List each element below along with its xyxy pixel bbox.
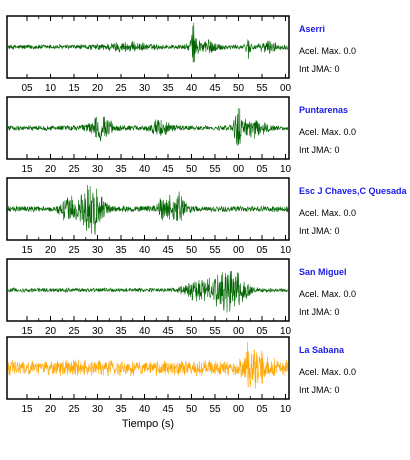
x-tick-label: 05 [256, 164, 268, 175]
x-tick-label: 15 [68, 83, 80, 94]
x-tick-label: 00 [233, 164, 245, 175]
panel-2: 15 20 25 30 35 40 45 50 55 00 05 10 Esc J Chaves,C Q… [6, 177, 408, 256]
x-tick-label: 40 [139, 326, 151, 337]
int-jma-label: Int JMA: 0 [299, 226, 340, 236]
x-tick-label: 55 [209, 404, 221, 415]
x-tick-label: 35 [162, 83, 174, 94]
x-tick-label: 05 [256, 404, 268, 415]
int-jma-label: Int JMA: 0 [299, 64, 340, 74]
seismogram-panels: 05 10 15 20 25 30 35 40 45 50 55 00 Aserri Acel. Max.… [6, 15, 408, 415]
x-tick-label: 35 [115, 245, 127, 256]
x-tick-label: 15 [21, 404, 33, 415]
x-tick-label: 30 [92, 404, 104, 415]
x-tick-label: 45 [162, 326, 174, 337]
x-tick-label: 55 [209, 164, 221, 175]
panel-frame [6, 258, 290, 322]
x-tick-label: 20 [45, 404, 57, 415]
x-tick-label: 40 [139, 404, 151, 415]
station-name: Esc J Chaves,C Quesada [299, 186, 408, 196]
x-axis-title: Tiempo (s) [122, 418, 174, 430]
acel-max-label: Acel. Max. 0.0 [299, 208, 356, 218]
waveform-3 [7, 270, 289, 313]
acel-max-label: Acel. Max. 0.0 [299, 46, 356, 56]
panel-frame [6, 15, 290, 79]
x-tick-label: 45 [162, 164, 174, 175]
x-tick-label: 15 [21, 164, 33, 175]
x-tick-label: 05 [256, 245, 268, 256]
x-tick-label: 30 [92, 245, 104, 256]
x-tick-label: 20 [45, 164, 57, 175]
x-tick-label: 30 [139, 83, 151, 94]
x-tick-label: 50 [186, 245, 198, 256]
int-jma-label: Int JMA: 0 [299, 307, 340, 317]
x-tick-label: 15 [21, 326, 33, 337]
x-tick-label: 50 [186, 326, 198, 337]
x-tick-label: 55 [256, 83, 268, 94]
x-tick-label: 20 [92, 83, 104, 94]
acel-max-label: Acel. Max. 0.0 [299, 289, 356, 299]
x-tick-label: 40 [186, 83, 198, 94]
int-jma-label: Int JMA: 0 [299, 145, 340, 155]
x-tick-label: 10 [280, 326, 292, 337]
waveform-1 [7, 108, 289, 146]
x-tick-label: 00 [233, 404, 245, 415]
x-tick-label: 55 [209, 326, 221, 337]
station-name: La Sabana [299, 345, 345, 355]
x-tick-label: 30 [92, 326, 104, 337]
x-tick-label: 10 [280, 404, 292, 415]
station-name: Puntarenas [299, 105, 348, 115]
waveform-0 [7, 22, 289, 63]
x-tick-label: 10 [280, 245, 292, 256]
x-tick-label: 25 [68, 164, 80, 175]
panel-1: 15 20 25 30 35 40 45 50 55 00 05 10 Puntarenas Acel. … [6, 96, 356, 175]
int-jma-label: Int JMA: 0 [299, 385, 340, 395]
x-tick-label: 55 [209, 245, 221, 256]
x-tick-label: 05 [256, 326, 268, 337]
x-tick-label: 45 [209, 83, 221, 94]
panel-4: 15 20 25 30 35 40 45 50 55 00 05 10 La Sabana Acel. M… [6, 336, 356, 415]
x-tick-label: 45 [162, 245, 174, 256]
x-tick-label: 50 [186, 164, 198, 175]
x-tick-label: 35 [115, 164, 127, 175]
x-tick-label: 25 [115, 83, 127, 94]
x-tick-label: 40 [139, 164, 151, 175]
x-tick-label: 20 [45, 245, 57, 256]
x-tick-label: 15 [21, 245, 33, 256]
x-tick-label: 05 [21, 83, 33, 94]
acel-max-label: Acel. Max. 0.0 [299, 127, 356, 137]
x-tick-label: 00 [280, 83, 292, 94]
x-tick-label: 45 [162, 404, 174, 415]
station-name: Aserri [299, 24, 325, 34]
panel-frame [6, 336, 290, 400]
x-tick-label: 30 [92, 164, 104, 175]
x-tick-label: 25 [68, 245, 80, 256]
panel-0: 05 10 15 20 25 30 35 40 45 50 55 00 Aserri Acel. Max.… [6, 15, 356, 94]
x-tick-label: 00 [233, 245, 245, 256]
panel-3: 15 20 25 30 35 40 45 50 55 00 05 10 San Miguel Acel. … [6, 258, 356, 337]
panel-frame [6, 96, 290, 160]
x-tick-label: 10 [45, 83, 57, 94]
x-tick-label: 10 [280, 164, 292, 175]
x-tick-label: 35 [115, 326, 127, 337]
x-tick-label: 25 [68, 404, 80, 415]
x-tick-label: 50 [233, 83, 245, 94]
waveform-2 [7, 185, 289, 235]
x-tick-label: 35 [115, 404, 127, 415]
x-tick-label: 25 [68, 326, 80, 337]
station-name: San Miguel [299, 267, 347, 277]
x-tick-label: 40 [139, 245, 151, 256]
acel-max-label: Acel. Max. 0.0 [299, 367, 356, 377]
x-tick-label: 50 [186, 404, 198, 415]
x-tick-label: 00 [233, 326, 245, 337]
waveform-4 [7, 342, 289, 389]
x-tick-label: 20 [45, 326, 57, 337]
panel-frame [6, 177, 290, 241]
